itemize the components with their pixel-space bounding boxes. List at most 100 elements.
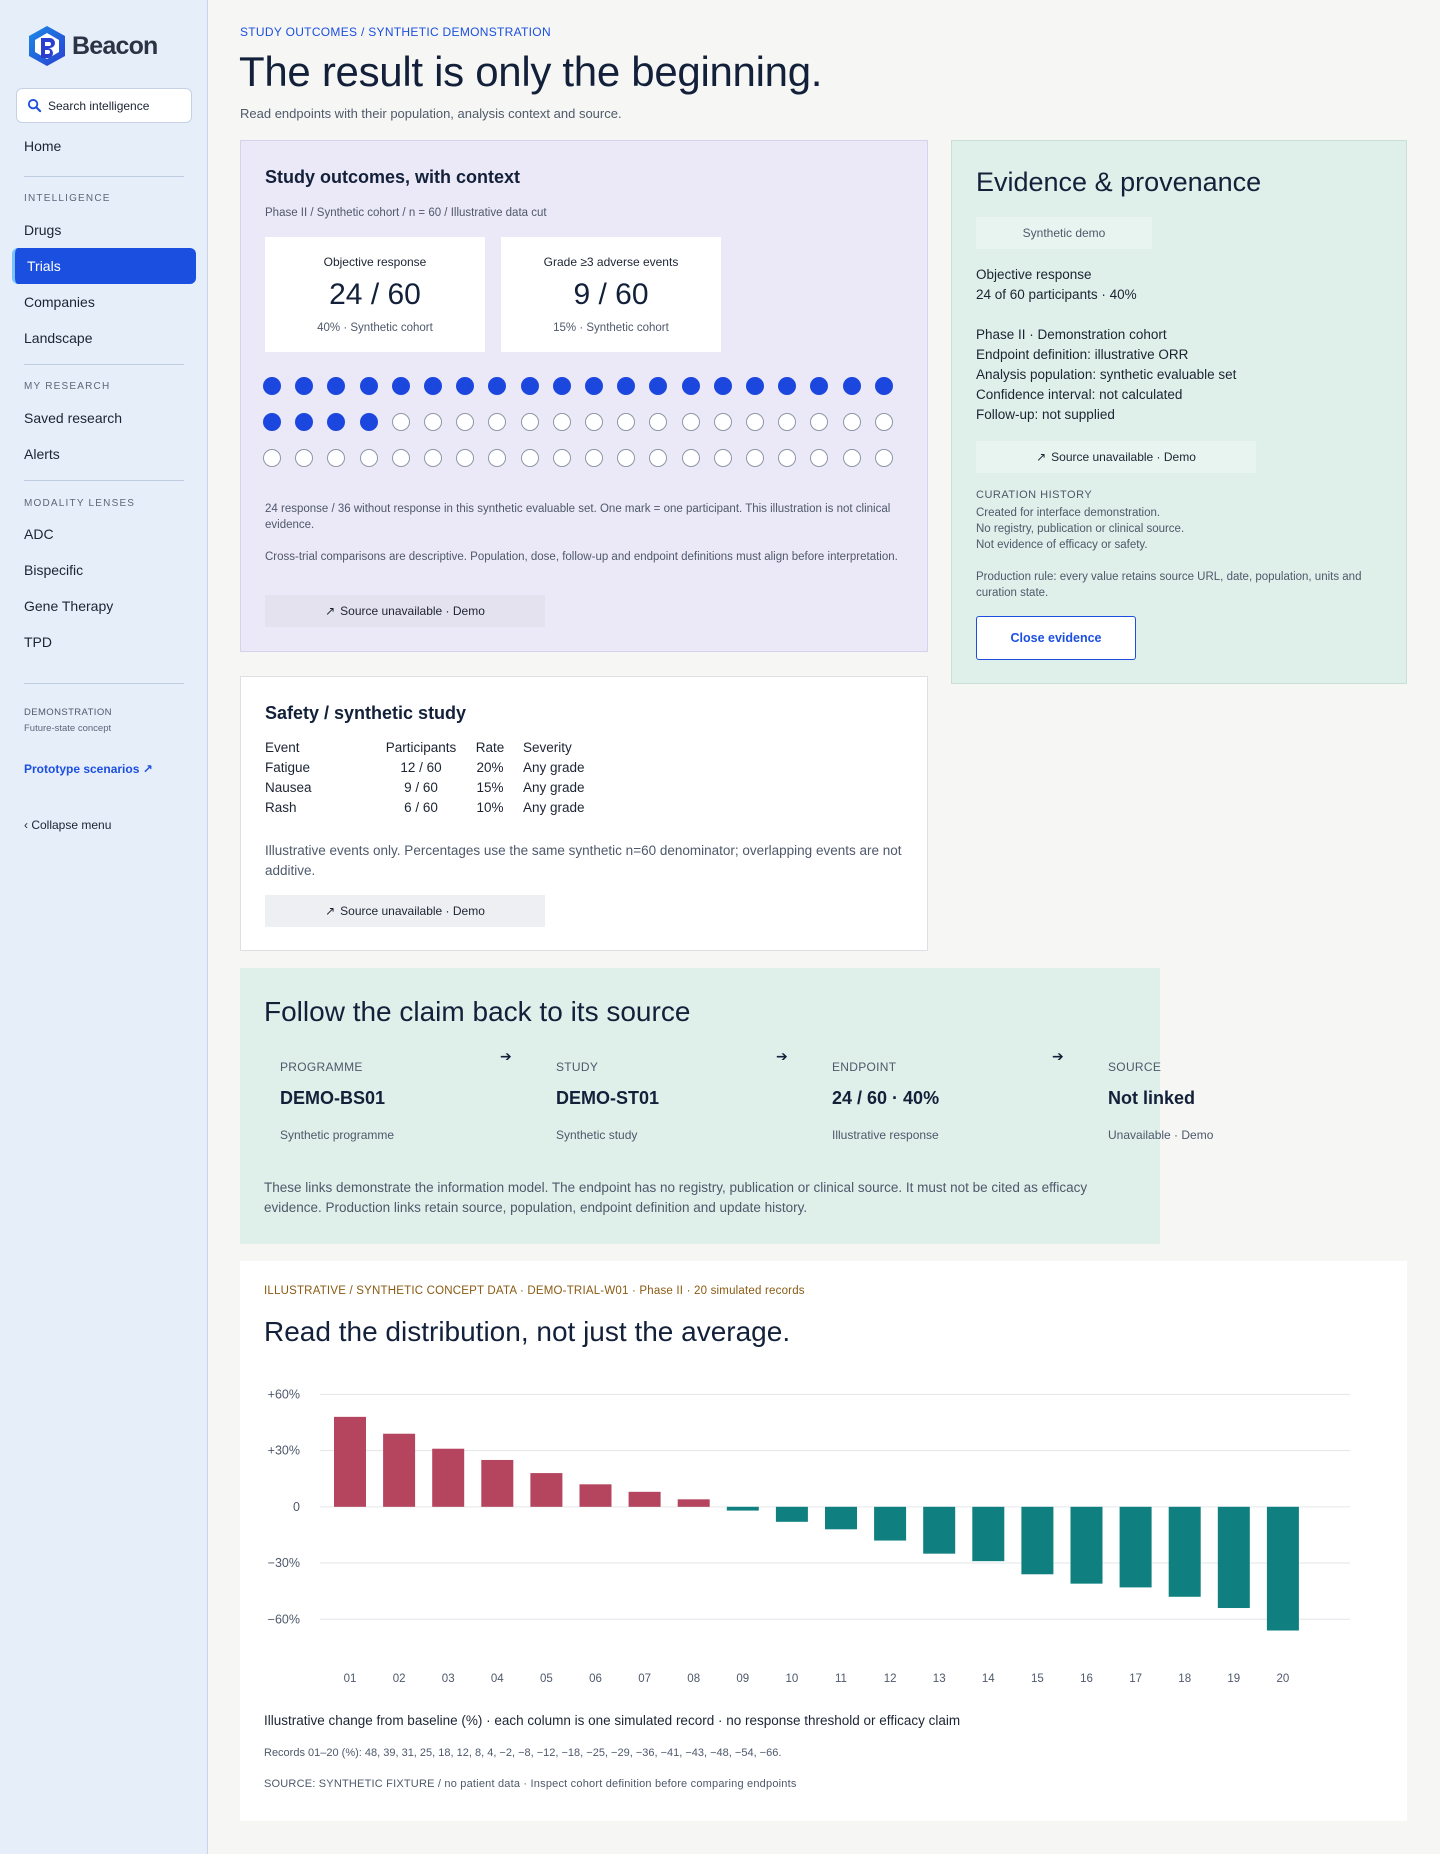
sidebar-item-bispecific[interactable]: Bispecific xyxy=(24,562,84,578)
participant-dot-no-response xyxy=(520,413,539,431)
sidebar-item-trials[interactable]: Trials xyxy=(12,248,196,284)
node-value: Not linked xyxy=(1108,1088,1196,1108)
x-tick-label: 05 xyxy=(540,1673,553,1685)
participant-dot-no-response xyxy=(810,413,829,431)
source-chip[interactable]: ↗ Source unavailable · Demo xyxy=(265,895,545,927)
table-row: Fatigue 12 / 60 20% Any grade xyxy=(265,760,665,780)
sidebar-item-drugs[interactable]: Drugs xyxy=(24,222,62,238)
demo-sublabel: Future-state concept xyxy=(24,723,112,734)
y-tick-label: +60% xyxy=(268,1387,300,1401)
sidebar-item-tpd[interactable]: TPD xyxy=(24,634,52,650)
participant-dot-response xyxy=(552,377,571,395)
bar xyxy=(530,1473,563,1507)
participant-dot-no-response xyxy=(681,449,700,467)
source-label: Source unavailable · Demo xyxy=(340,604,485,618)
sidebar-item-landscape[interactable]: Landscape xyxy=(24,330,93,346)
x-tick-label: 20 xyxy=(1277,1673,1290,1685)
logo[interactable]: Beacon xyxy=(26,24,158,68)
participant-dot-no-response xyxy=(488,449,507,467)
bar xyxy=(334,1416,366,1507)
node-sub: Illustrative response xyxy=(832,1128,939,1142)
adverse-events-card[interactable]: Grade ≥3 adverse events 9 / 60 15% · Syn… xyxy=(501,237,721,352)
distribution-panel: ILLUSTRATIVE / SYNTHETIC CONCEPT DATA · … xyxy=(240,1261,1407,1821)
participant-dot-no-response xyxy=(263,449,281,467)
node-label: SOURCE xyxy=(1108,1060,1162,1074)
brand-name: Beacon xyxy=(72,31,158,60)
x-tick-label: 13 xyxy=(933,1673,946,1685)
participant-dot-response xyxy=(359,413,378,431)
stat-note: 40% · Synthetic cohort xyxy=(317,322,433,334)
safety-table: Event Participants Rate Severity Fatigue… xyxy=(265,740,665,820)
participant-dot-response xyxy=(327,413,346,431)
panel-title: Safety / synthetic study xyxy=(265,703,467,723)
node-label: STUDY xyxy=(556,1060,599,1074)
source-line: SOURCE: SYNTHETIC FIXTURE / no patient d… xyxy=(264,1778,797,1790)
collapse-menu-button[interactable]: ‹ Collapse menu xyxy=(24,818,112,832)
sidebar-item-alerts[interactable]: Alerts xyxy=(24,446,60,462)
x-tick-label: 06 xyxy=(589,1673,602,1685)
participant-dot-no-response xyxy=(552,449,571,467)
sidebar-item-companies[interactable]: Companies xyxy=(24,294,95,310)
sidebar-divider xyxy=(24,480,184,481)
participant-dot-no-response xyxy=(295,449,314,467)
y-tick-label: −30% xyxy=(268,1556,300,1570)
objective-response-card[interactable]: Objective response 24 / 60 40% · Synthet… xyxy=(265,237,485,352)
participants-cell: 12 / 60 xyxy=(400,760,442,775)
source-chip[interactable]: ↗ Source unavailable · Demo xyxy=(265,595,545,627)
breadcrumb[interactable]: STUDY OUTCOMES / SYNTHETIC DEMONSTRATION xyxy=(240,25,551,39)
study-outcomes-panel: Study outcomes, with context Phase II / … xyxy=(240,140,928,652)
sidebar-divider xyxy=(24,683,184,684)
bar xyxy=(1168,1506,1201,1597)
arrow-right-icon: ➔ xyxy=(776,1048,788,1064)
node-sub: Unavailable · Demo xyxy=(1108,1128,1214,1142)
bar xyxy=(481,1459,514,1507)
sidebar-item-adc[interactable]: ADC xyxy=(24,526,54,542)
participant-dot-response xyxy=(874,377,893,395)
event-cell: Nausea xyxy=(265,780,312,795)
column-header: Event xyxy=(265,740,300,755)
bar xyxy=(775,1506,808,1522)
close-evidence-button[interactable]: Close evidence xyxy=(976,616,1136,660)
sidebar-item-gene-therapy[interactable]: Gene Therapy xyxy=(24,598,114,614)
participant-dot-no-response xyxy=(842,449,861,467)
participant-dot-no-response xyxy=(649,449,668,467)
sidebar-item-home[interactable]: Home xyxy=(24,138,62,154)
participant-dot-response xyxy=(327,377,346,395)
node-sub: Synthetic study xyxy=(556,1128,638,1142)
evidence-title: Evidence & provenance xyxy=(976,167,1262,197)
node-value: DEMO-BS01 xyxy=(280,1088,386,1108)
evidence-endpoint: Objective response xyxy=(976,267,1092,282)
bar xyxy=(874,1506,907,1541)
bar xyxy=(726,1506,759,1511)
response-note: 24 response / 36 without response in thi… xyxy=(265,503,891,531)
participant-dot-no-response xyxy=(552,413,571,431)
waterfall-chart: +60% +30% 0 −30% −60% 01 02 03 04 05 06 07 08 09 10 11 1… xyxy=(268,1387,1350,1685)
prototype-scenarios-link[interactable]: Prototype scenarios ↗ xyxy=(24,762,153,776)
source-label: Source unavailable · Demo xyxy=(340,904,485,918)
x-tick-label: 01 xyxy=(344,1673,357,1685)
x-tick-label: 12 xyxy=(884,1673,897,1685)
participant-dot-response xyxy=(391,377,410,395)
x-tick-label: 17 xyxy=(1129,1673,1142,1685)
node-value: DEMO-ST01 xyxy=(556,1088,660,1108)
records-list: Records 01–20 (%): 48, 39, 31, 25, 18, 1… xyxy=(264,1747,782,1759)
y-tick-label: −60% xyxy=(268,1612,300,1626)
evidence-detail: Analysis population: synthetic evaluable… xyxy=(976,367,1237,382)
bar xyxy=(677,1499,710,1507)
source-chip[interactable]: ↗ Source unavailable · Demo xyxy=(976,441,1256,473)
participant-dot-response xyxy=(488,377,507,395)
provenance-chain-panel: Follow the claim back to its source PROG… xyxy=(240,968,1213,1244)
curation-history-title: CURATION HISTORY xyxy=(976,489,1093,501)
participant-dot-no-response xyxy=(391,449,410,467)
bar xyxy=(1070,1506,1103,1584)
bar xyxy=(628,1491,661,1507)
rate-cell: 15% xyxy=(476,780,504,795)
external-link-icon: ↗ xyxy=(325,904,336,918)
sidebar-item-saved-research[interactable]: Saved research xyxy=(24,410,123,426)
distribution-eyebrow: ILLUSTRATIVE / SYNTHETIC CONCEPT DATA · … xyxy=(264,1285,805,1297)
search-input[interactable]: Search intelligence xyxy=(16,88,192,123)
safety-panel: Safety / synthetic study Event Participa… xyxy=(240,676,928,951)
study-meta: Phase II / Synthetic cohort / n = 60 / I… xyxy=(265,207,547,219)
event-cell: Fatigue xyxy=(265,760,311,775)
participant-dot-no-response xyxy=(746,413,764,431)
